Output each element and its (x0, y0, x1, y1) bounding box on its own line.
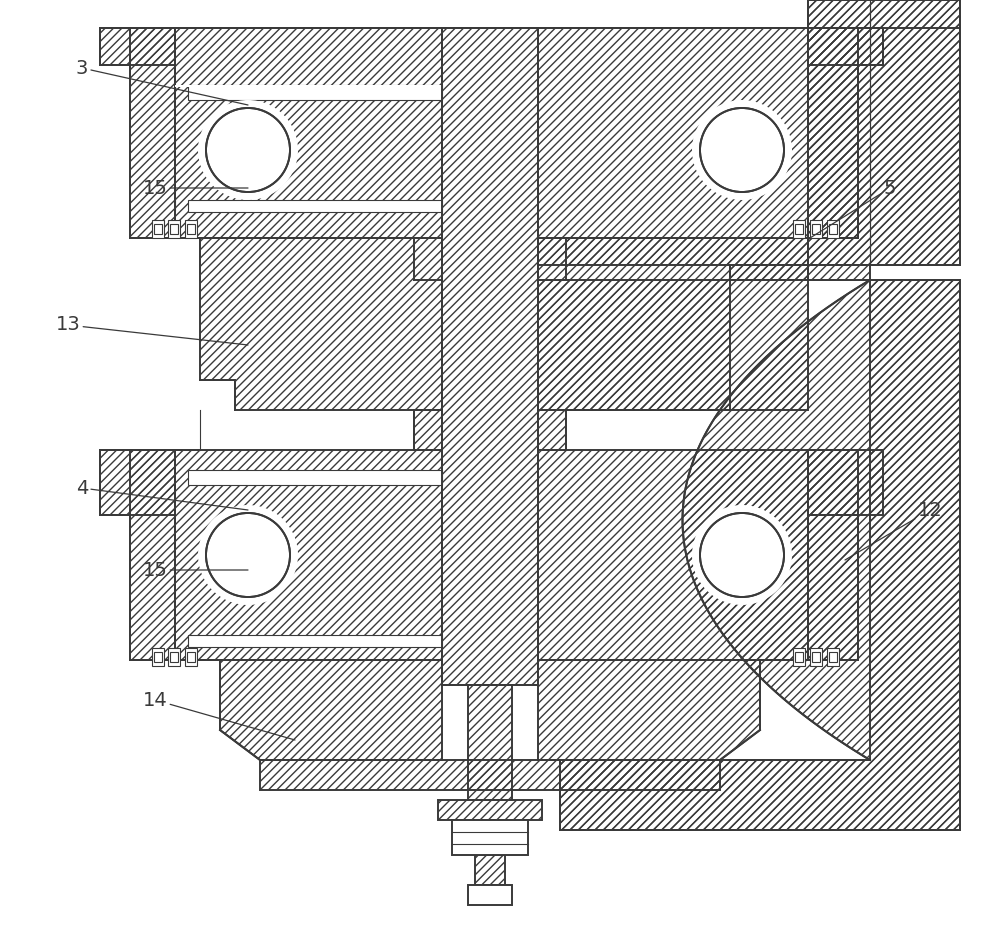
Bar (468, 685, 512, 800)
Bar (795, 224, 803, 234)
Bar (538, 28, 808, 238)
Bar (188, 85, 442, 100)
Bar (170, 224, 178, 234)
Bar (170, 652, 178, 662)
Bar (185, 648, 197, 666)
Bar (793, 220, 805, 238)
Bar (154, 224, 162, 234)
Bar (188, 635, 442, 647)
Bar (452, 820, 528, 855)
Text: 3: 3 (76, 58, 248, 105)
Bar (829, 652, 837, 662)
Bar (538, 450, 808, 660)
Text: 15: 15 (143, 179, 248, 197)
Text: 5: 5 (810, 179, 896, 238)
Bar (175, 450, 442, 660)
Bar (187, 652, 195, 662)
Bar (810, 220, 822, 238)
Text: 14: 14 (143, 691, 295, 740)
Bar (442, 28, 538, 685)
Bar (827, 648, 839, 666)
Bar (188, 470, 442, 485)
Bar (829, 224, 837, 234)
Circle shape (198, 100, 298, 200)
Bar (827, 220, 839, 238)
Bar (187, 224, 195, 234)
Text: 12: 12 (845, 501, 942, 560)
Bar (793, 648, 805, 666)
Text: 13: 13 (56, 315, 248, 345)
Bar (810, 648, 822, 666)
Bar (538, 410, 566, 450)
Bar (154, 652, 162, 662)
Circle shape (198, 505, 298, 605)
Bar (188, 200, 442, 212)
Text: 15: 15 (143, 561, 248, 579)
Bar (168, 220, 180, 238)
Bar (812, 652, 820, 662)
Bar (185, 220, 197, 238)
Bar (438, 800, 542, 820)
Text: 4: 4 (76, 478, 248, 510)
Bar (175, 28, 442, 238)
Bar (475, 855, 505, 885)
Bar (468, 885, 512, 905)
Bar (795, 652, 803, 662)
Circle shape (692, 505, 792, 605)
Bar (152, 648, 164, 666)
Bar (260, 760, 720, 790)
Bar (152, 220, 164, 238)
Circle shape (692, 100, 792, 200)
Bar (175, 85, 442, 87)
Bar (168, 648, 180, 666)
Bar (812, 224, 820, 234)
Bar (414, 410, 442, 450)
